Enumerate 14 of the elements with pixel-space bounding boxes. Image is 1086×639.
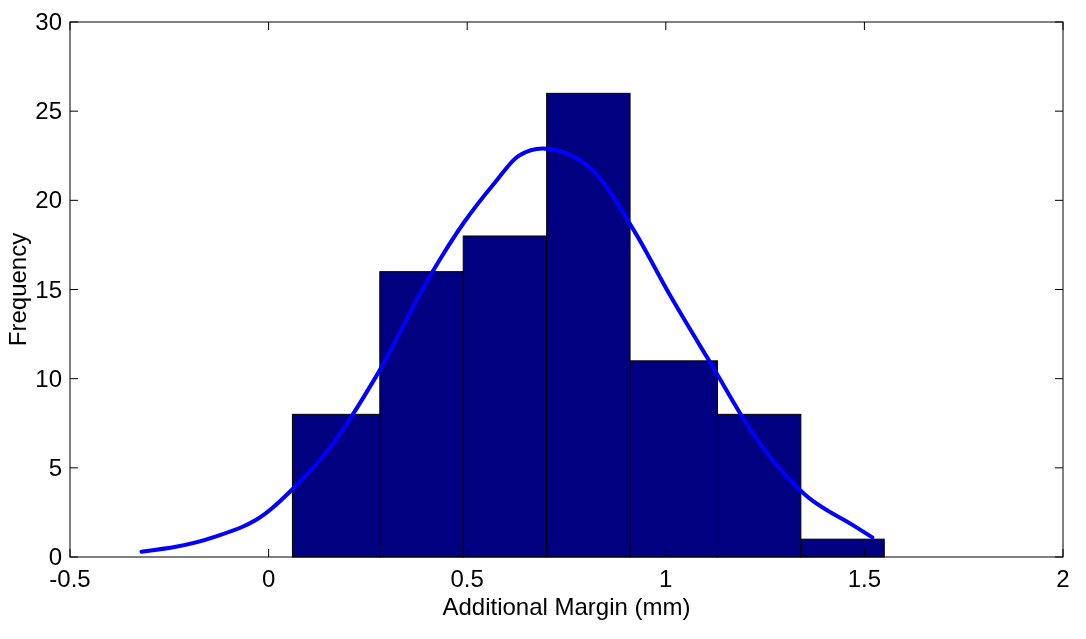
y-tick-label: 10: [35, 364, 62, 392]
x-axis-title: Additional Margin (mm): [442, 593, 691, 620]
y-tick-label: 20: [35, 186, 62, 214]
y-tick-label: 15: [35, 275, 62, 303]
x-tick-label: 0.5: [450, 565, 484, 592]
x-tick-label: 2: [1056, 565, 1070, 592]
x-tick-label: 1.5: [847, 565, 882, 592]
x-tick-label: 1: [659, 565, 673, 592]
y-tick-label: 5: [48, 453, 62, 481]
line-series: [139, 146, 875, 554]
y-tick-label: 25: [35, 97, 62, 125]
y-tick-label: 30: [35, 8, 62, 35]
x-tick-label: 0: [261, 565, 276, 592]
y-axis-title: Frequency: [4, 232, 31, 347]
